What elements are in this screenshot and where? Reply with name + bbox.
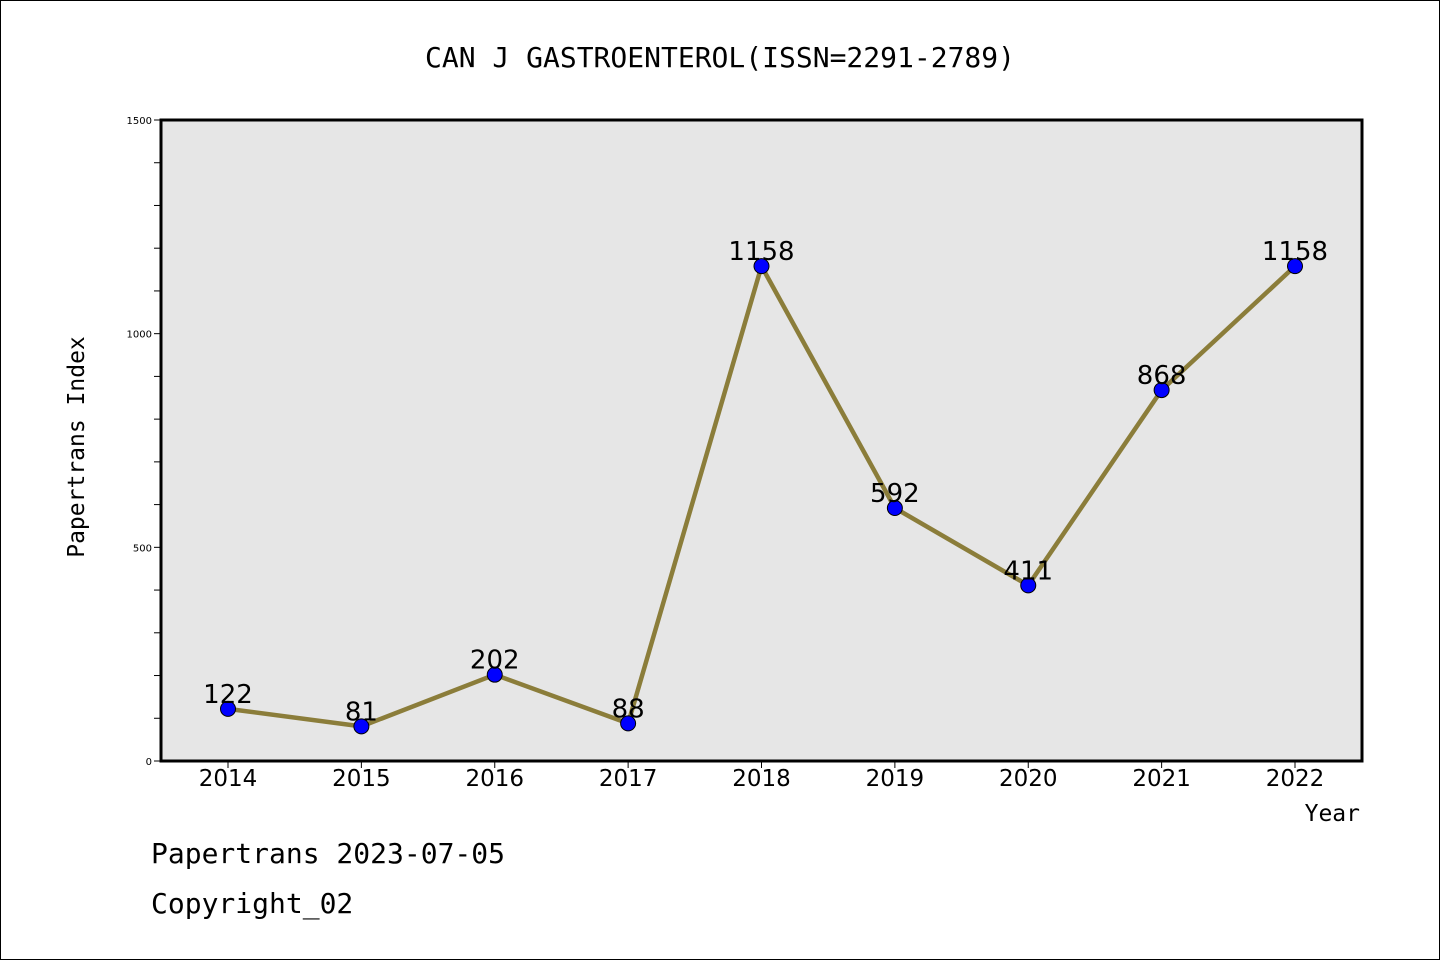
data-point xyxy=(220,700,236,717)
data-label: 88 xyxy=(612,694,645,724)
x-tick-label: 2022 xyxy=(1266,766,1325,792)
footer-date-text: Papertrans 2023-07-05 xyxy=(151,837,506,870)
chart-title: CAN J GASTROENTEROL(ISSN=2291-2789) xyxy=(425,41,1015,74)
data-point xyxy=(353,718,370,735)
x-tick-label: 2017 xyxy=(599,766,658,792)
data-point xyxy=(1287,258,1303,275)
x-tick-label: 2015 xyxy=(332,766,391,792)
x-tick-label: 2016 xyxy=(465,766,524,792)
y-tick-label: 1500 xyxy=(127,116,152,127)
data-label: 1158 xyxy=(728,237,794,267)
data-label: 122 xyxy=(203,680,253,710)
data-point xyxy=(620,715,637,732)
data-label: 81 xyxy=(345,697,378,727)
x-axis: 2014 2015 2016 2017 2018 2019 2020 2021 2022 xyxy=(199,761,1325,792)
data-point xyxy=(753,258,770,275)
markers-layer xyxy=(220,258,1303,735)
data-point xyxy=(1153,382,1170,399)
x-tick-label: 2020 xyxy=(999,766,1058,792)
x-tick-label: 2018 xyxy=(732,766,791,792)
data-labels-layer: 122 81 202 88 1158 592 411 868 1158 xyxy=(203,237,1328,727)
x-tick-label: 2021 xyxy=(1132,766,1191,792)
data-label: 202 xyxy=(470,646,520,676)
plot-area xyxy=(159,118,1364,763)
y-tick-label: 1000 xyxy=(127,330,152,341)
y-axis: 0 500 1000 1500 xyxy=(127,116,161,768)
x-tick-label: 2014 xyxy=(199,766,258,792)
data-label: 592 xyxy=(870,479,920,509)
data-label: 868 xyxy=(1137,361,1187,391)
data-label: 1158 xyxy=(1262,237,1328,267)
y-tick-label: 0 xyxy=(146,757,152,768)
y-axis-label: Papertrans Index xyxy=(64,336,90,558)
footer-copyright-text: Copyright_02 xyxy=(151,887,354,920)
x-tick-label: 2019 xyxy=(866,766,925,792)
data-point xyxy=(486,666,503,683)
data-label: 411 xyxy=(1003,556,1053,586)
data-point xyxy=(886,500,903,517)
data-point xyxy=(1020,577,1037,594)
x-axis-label: Year xyxy=(1305,801,1360,827)
y-tick-label: 500 xyxy=(133,543,152,554)
